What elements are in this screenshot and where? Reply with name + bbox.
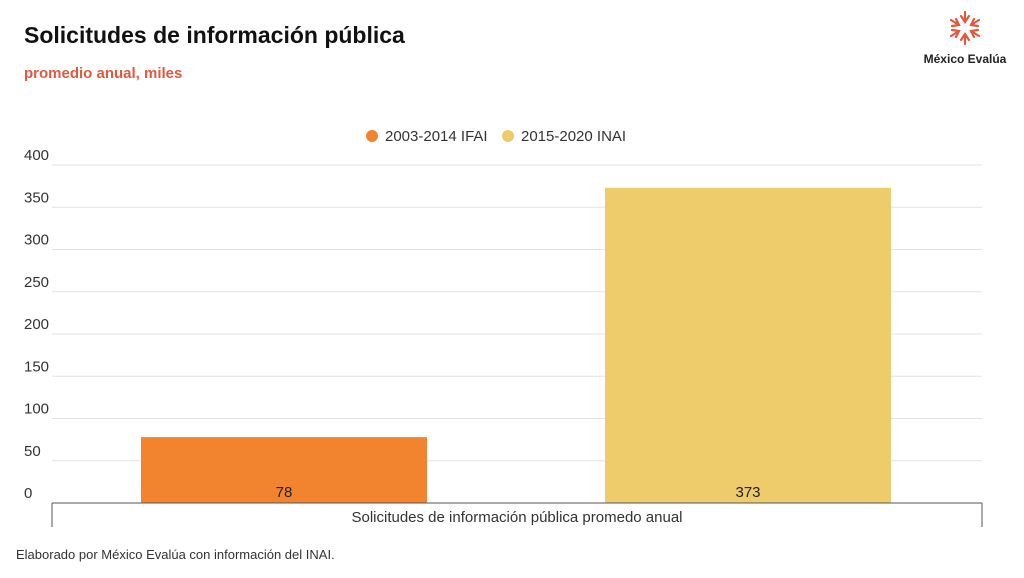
y-tick-label: 250	[24, 274, 49, 291]
legend: 2003-2014 IFAI 2015-2020 INAI	[366, 128, 626, 145]
data-labels: 78 373	[276, 484, 761, 501]
legend-swatch	[366, 130, 378, 142]
bar	[141, 437, 427, 503]
chart-subtitle: promedio anual, miles	[24, 65, 183, 82]
y-tick-label: 350	[24, 189, 49, 206]
data-label: 78	[276, 484, 293, 501]
y-tick-label: 150	[24, 358, 49, 375]
legend-label: 2003-2014 IFAI	[385, 128, 488, 145]
bar	[605, 187, 891, 503]
y-axis-ticks: 0 50 100 150 200 250 300 350 400	[24, 147, 49, 502]
y-tick-label: 300	[24, 232, 49, 249]
source-note: Elaborado por México Evalúa con informac…	[16, 547, 335, 562]
logo: México Evalúa	[918, 8, 1012, 68]
bars	[141, 187, 891, 503]
x-axis: Solicitudes de información pública prome…	[51, 502, 983, 527]
y-tick-label: 0	[24, 485, 32, 502]
legend-label: 2015-2020 INAI	[521, 128, 626, 145]
y-tick-label: 400	[24, 147, 49, 164]
bar-chart: 0 50 100 150 200 250 300 350 400 78 373 2003-2014…	[24, 128, 983, 527]
y-tick-label: 50	[24, 443, 41, 460]
star-burst-logo-icon	[949, 10, 981, 46]
x-category-label: Solicitudes de información pública prome…	[351, 509, 682, 526]
chart-title: Solicitudes de información pública	[24, 22, 405, 48]
logo-text: México Evalúa	[923, 52, 1007, 66]
y-tick-label: 100	[24, 401, 49, 418]
legend-swatch	[502, 130, 514, 142]
y-tick-label: 200	[24, 316, 49, 333]
data-label: 373	[735, 484, 760, 501]
